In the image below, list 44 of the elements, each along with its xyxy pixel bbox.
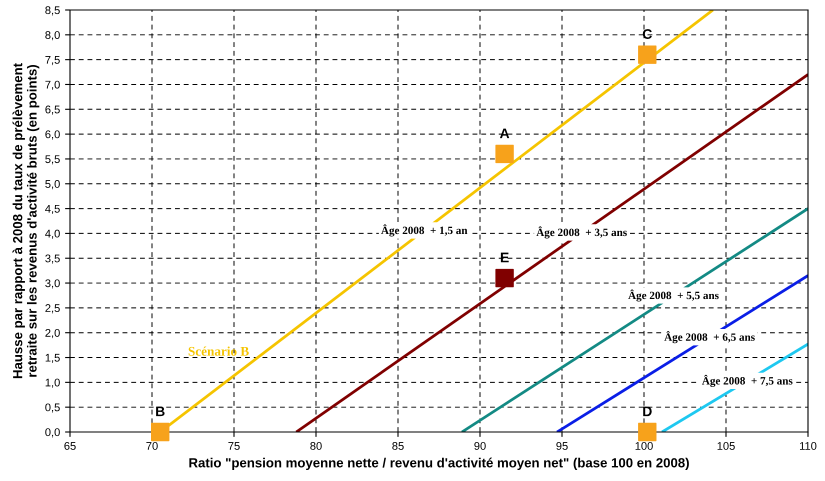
- y-tick-label: 2,5: [45, 304, 60, 314]
- y-tick-label: 3,5: [45, 254, 60, 264]
- x-tick-label: 85: [392, 442, 404, 450]
- annotation: Âge 2008 + 7,5 ans: [702, 374, 792, 387]
- y-tick-label: 7,5: [45, 56, 60, 66]
- x-tick-label: 65: [64, 442, 76, 450]
- y-tick-label: 7,0: [45, 80, 60, 90]
- y-tick-label: 4,5: [45, 204, 60, 214]
- y-tick-label: 5,0: [45, 180, 60, 190]
- x-tick-label: 80: [310, 442, 322, 450]
- x-tick-label: 110: [800, 442, 816, 450]
- x-tick-label: 75: [228, 442, 240, 450]
- annotation: B: [156, 406, 165, 416]
- x-tick-label: 95: [556, 442, 568, 450]
- x-axis-title: Ratio "pension moyenne nette / revenu d'activité moyen net" (base 100 en 2008): [189, 458, 689, 470]
- x-tick-label: 100: [636, 442, 653, 450]
- annotation: Âge 2008 + 5,5 ans: [628, 289, 719, 302]
- annotation: Âge 2008 + 1,5 an: [381, 224, 468, 236]
- point: [638, 422, 656, 442]
- y-tick-label: 3,0: [45, 279, 60, 289]
- y-axis-title: Hausse par rapport à 2008 du taux de prélèvement retraite sur les revenus d'activité bruts (en points): [12, 63, 40, 378]
- annotation: Âge 2008 + 6,5 ans: [664, 331, 755, 344]
- y-tick-label: 1,0: [46, 378, 60, 388]
- point: [495, 144, 514, 164]
- annotation: Âge 2008 + 3,5 ans: [536, 226, 627, 238]
- y-tick-label: 4,0: [45, 230, 60, 239]
- y-tick-label: 0,5: [45, 403, 60, 413]
- y-tick-label: 2,0: [45, 328, 60, 338]
- y-tick-label: 0,0: [45, 428, 60, 438]
- y-tick-label: 8,0: [45, 31, 60, 40]
- x-tick-label: 70: [146, 442, 158, 450]
- x-tick-label: 105: [718, 442, 735, 450]
- y-tick-label: 1,5: [46, 354, 60, 363]
- y-tick-label: 8,5: [45, 6, 60, 16]
- annotation: A: [500, 128, 510, 138]
- y-tick-label: 6,5: [45, 106, 60, 115]
- x-tick-label: 90: [474, 442, 486, 450]
- y-tick-label: 5,5: [45, 155, 60, 164]
- point: [638, 45, 656, 64]
- annotation: E: [500, 252, 509, 262]
- point: [151, 422, 170, 442]
- y-tick-label: 6,0: [45, 130, 60, 140]
- series-label: Scénario B: [188, 346, 249, 356]
- point: [495, 268, 514, 288]
